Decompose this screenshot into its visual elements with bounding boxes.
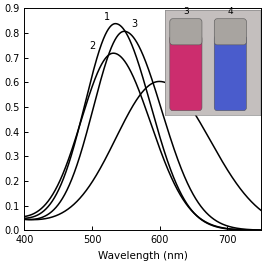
Text: 2: 2 [90, 41, 96, 51]
Text: 4: 4 [175, 69, 182, 78]
Text: 3: 3 [131, 19, 138, 29]
Text: 1: 1 [104, 12, 111, 22]
X-axis label: Wavelength (nm): Wavelength (nm) [98, 251, 188, 261]
